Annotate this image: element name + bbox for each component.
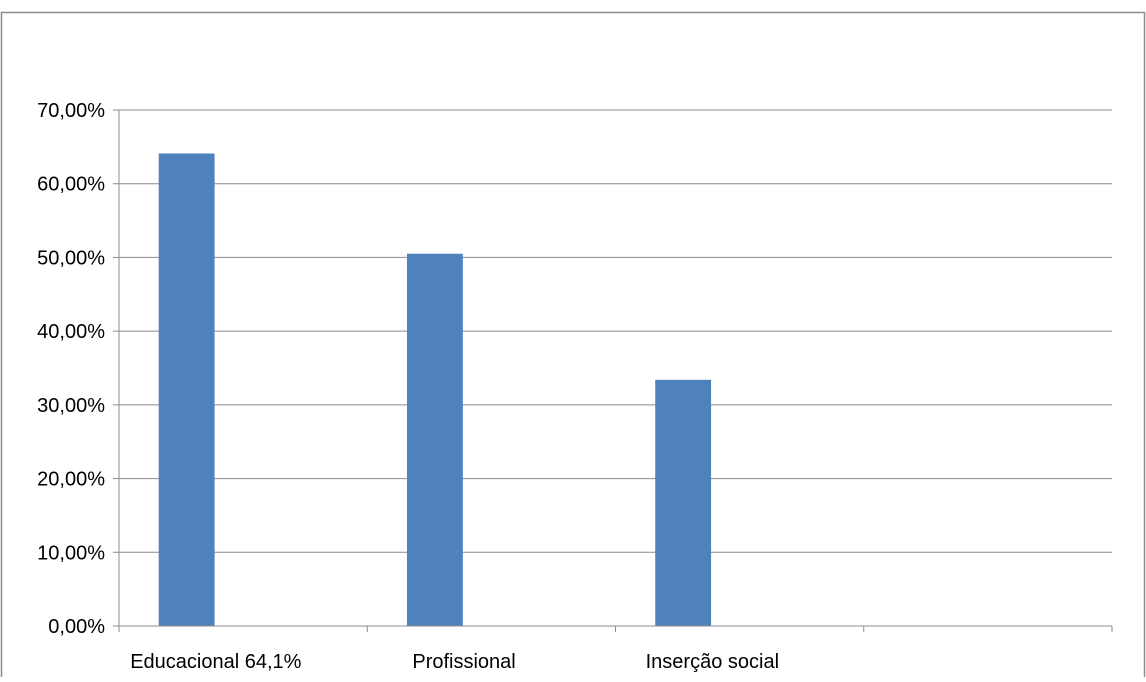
y-tick-label: 50,00% — [37, 247, 105, 269]
axes — [113, 109, 1113, 632]
y-tick-label: 70,00% — [37, 100, 105, 122]
y-tick-label: 10,00% — [37, 542, 105, 564]
x-tick-label: Profissional — [412, 651, 515, 673]
chart-border — [0, 11, 1146, 682]
x-tick-label: Inserção social — [646, 651, 779, 673]
y-tick-label: 30,00% — [37, 395, 105, 417]
x-tick-label: Educacional 64,1% — [130, 651, 301, 673]
gridlines — [119, 109, 1112, 553]
bar — [158, 153, 215, 626]
tick-labels: 0,00% 10,00% 20,00% 30,00% 40,00% 50,00% 60,00… — [37, 100, 779, 673]
y-tick-label: 20,00% — [37, 469, 105, 491]
y-tick-label: 60,00% — [37, 174, 105, 196]
bar — [406, 253, 463, 626]
y-tick-label: 40,00% — [37, 321, 105, 343]
y-tick-label: 0,00% — [48, 616, 105, 638]
bar — [655, 379, 712, 626]
bars — [158, 153, 712, 626]
